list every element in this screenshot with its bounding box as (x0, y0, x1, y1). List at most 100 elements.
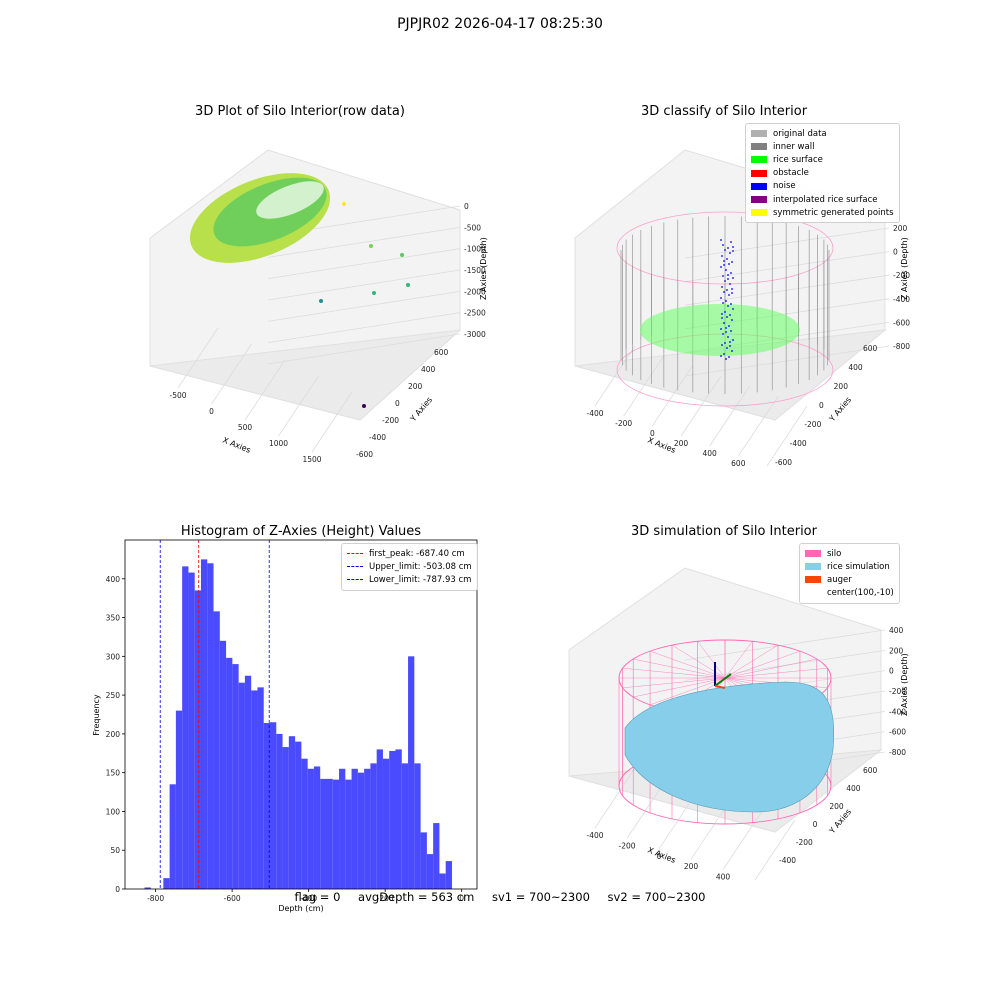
noise-point (724, 311, 726, 313)
histogram-bar (326, 778, 333, 889)
x-tick-label: 200 (684, 862, 699, 871)
x-tick-label: 500 (238, 423, 253, 432)
histogram-bar (251, 690, 258, 889)
y-tick-label: 400 (848, 363, 863, 372)
histogram-bar (257, 687, 264, 889)
noise-point (720, 328, 722, 330)
histogram-legend: first_peak: -687.40 cm Upper_limit: -503.… (341, 543, 478, 591)
noise-point (732, 246, 734, 248)
outlier-point (372, 291, 376, 295)
noise-point (721, 286, 723, 288)
noise-point (731, 288, 733, 290)
histogram-bar (445, 861, 452, 889)
z-tick-label: 0 (464, 202, 469, 211)
y-tick-label: 400 (846, 784, 861, 793)
histogram-bar (295, 741, 302, 889)
histogram-bar (182, 566, 189, 889)
z-tick-label: -600 (893, 318, 910, 327)
sv2-text: sv2 = 700~2300 (607, 890, 706, 904)
x-tick-label: -200 (618, 841, 635, 850)
z-tick-label: -800 (893, 342, 910, 351)
legend-swatch (347, 566, 363, 568)
z-axis-label: Z Axies (Depth) (479, 237, 488, 300)
y-tick-label: 250 (106, 691, 121, 700)
noise-point (725, 300, 727, 302)
noise-point (723, 264, 725, 266)
x-tick-label: 0 (650, 429, 655, 438)
x-tick-label: -200 (615, 419, 632, 428)
histogram-bar (175, 710, 183, 889)
noise-point (727, 274, 729, 276)
legend-label: center(100,-10) (827, 588, 894, 599)
legend-item: interpolated rice surface (751, 193, 894, 206)
z-tick-label: -500 (464, 223, 481, 232)
legend-swatch (751, 196, 767, 204)
x-tick-label: 200 (674, 439, 689, 448)
histogram-bar (282, 747, 289, 889)
outlier-point (406, 283, 410, 287)
legend-item: Upper_limit: -503.08 cm (347, 560, 472, 573)
histogram-bar (219, 640, 227, 889)
panel-4-3d-plot[interactable]: -400-2000200400600-400-20002004006004002… (555, 550, 915, 880)
y-tick-label: -200 (796, 838, 813, 847)
legend-item: rice simulation (805, 560, 894, 573)
legend-item: original data (751, 127, 894, 140)
y-axis-label: Y Axies (408, 395, 434, 424)
y-tick-label: 350 (106, 614, 121, 623)
x-tick-label: 0 (459, 894, 464, 903)
noise-point (723, 291, 725, 293)
histogram-bar (200, 559, 208, 889)
y-tick-label: -600 (356, 450, 373, 459)
legend-label: Lower_limit: -787.93 cm (369, 574, 472, 585)
histogram-bar (213, 611, 220, 889)
z-tick-label: 200 (893, 224, 908, 233)
x-axis-label: X Axies (646, 436, 677, 455)
y-tick-label: 300 (106, 652, 121, 661)
panel-3-title: Histogram of Z-Axies (Height) Values (180, 524, 422, 539)
histogram-bar (238, 682, 245, 889)
histogram-bar (420, 832, 427, 889)
noise-point (723, 260, 725, 262)
x-tick-label: -600 (224, 894, 241, 903)
noise-point (729, 345, 731, 347)
z-axis-label: Z Axies (Depth) (900, 653, 909, 716)
noise-point (730, 303, 732, 305)
histogram-chart[interactable]: -800 -600 -400 -200 0 0 50 100 150 200 250 300 350 4… (85, 535, 485, 920)
outlier-point (342, 202, 346, 206)
noise-point (722, 275, 724, 277)
legend-item: center(100,-10) (805, 587, 894, 600)
z-tick-label: -2500 (464, 309, 486, 318)
histogram-bar (339, 768, 346, 889)
histogram-bar (270, 722, 277, 889)
legend-label: silo (827, 548, 842, 559)
histogram-bar (188, 572, 195, 889)
panel-2-3d-plot[interactable]: -400 -200 0 200 400 600 800 -600 -400 -200 0 200 400… (555, 130, 915, 470)
auger-axes (714, 662, 732, 689)
noise-point (725, 269, 727, 271)
rice-surface (640, 304, 800, 356)
noise-point (731, 319, 733, 321)
histogram-bar (401, 763, 409, 889)
y-tick-label: 150 (106, 769, 121, 778)
noise-point (727, 305, 729, 307)
legend-item: rice surface (751, 153, 894, 166)
x-tick-label: 800 (760, 469, 775, 470)
y-axis-label: Y Axies (827, 807, 853, 836)
noise-point (720, 355, 722, 357)
histogram-bar (263, 723, 271, 889)
histogram-bar (376, 749, 383, 889)
y-tick-label: 200 (834, 382, 849, 391)
rice-simulation-surface (624, 681, 834, 813)
y-tick-label: -400 (790, 439, 807, 448)
noise-point (728, 356, 730, 358)
histogram-bar (426, 854, 434, 889)
y-tick-label: 0 (115, 885, 120, 894)
histogram-bar (207, 563, 214, 889)
legend-swatch (347, 553, 363, 555)
z-tick-label: -2000 (464, 287, 486, 296)
x-tick-label: 0 (209, 407, 214, 416)
point-cloud-gap (256, 181, 324, 219)
x-tick-label: -400 (586, 831, 603, 840)
outlier-point (369, 244, 373, 248)
